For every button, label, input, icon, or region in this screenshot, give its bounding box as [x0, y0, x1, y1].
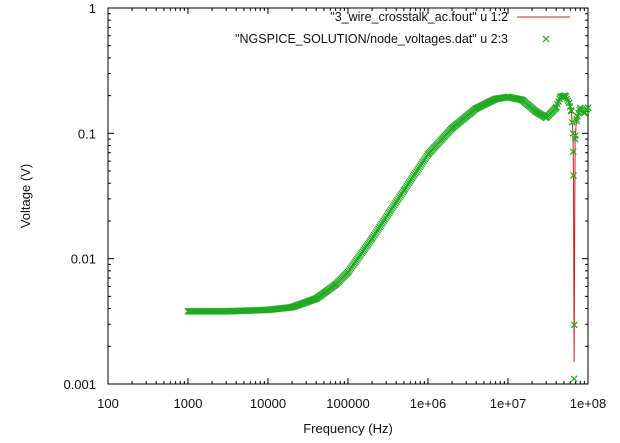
data-point [184, 307, 192, 315]
legend-label-series-2: "NGSPICE_SOLUTION/node_voltages.dat" u 2… [235, 32, 508, 46]
data-point [472, 105, 480, 112]
x-tick-label: 1e+06 [410, 396, 447, 411]
data-point [264, 306, 272, 314]
legend: "3_wire_crosstalk_ac.fout" u 1:2 "NGSPIC… [235, 10, 570, 46]
x-axis-title: Frequency (Hz) [303, 421, 393, 436]
data-point [563, 95, 571, 103]
ticks-layer: 100 1000 10000 100000 1e+06 1e+07 1e+08 0.001 0.… [63, 1, 606, 411]
x-tick-label: 10000 [250, 396, 286, 411]
data-point [542, 114, 550, 122]
y-tick-label: 0.1 [78, 126, 96, 141]
data-point [556, 93, 564, 101]
data-point [518, 96, 526, 104]
series-markers-2 [184, 92, 592, 383]
data-point [569, 148, 577, 156]
data-point [448, 124, 456, 132]
data-point [561, 92, 569, 100]
data-point [572, 117, 580, 125]
data-point [288, 303, 296, 311]
series-line-1 [188, 95, 589, 362]
data-point [580, 109, 588, 117]
data-point [312, 295, 320, 303]
legend-label-series-1: "3_wire_crosstalk_ac.fout" u 1:2 [330, 10, 508, 24]
data-point [332, 281, 340, 289]
data-point [504, 93, 512, 101]
plot-frame [107, 7, 589, 385]
data-point [344, 268, 352, 276]
y-tick-label: 0.01 [71, 252, 96, 267]
data-point [567, 107, 575, 115]
x-tick-label: 1000 [174, 396, 203, 411]
legend-marker-series-2 [542, 35, 550, 43]
x-tick-label: 1e+07 [490, 396, 527, 411]
data-point [570, 172, 577, 180]
data-point [565, 99, 573, 107]
data-point [492, 95, 500, 103]
data-point [569, 129, 577, 137]
y-axis-title: Voltage (V) [18, 164, 33, 228]
data-point [368, 235, 376, 242]
series-layer [184, 92, 592, 383]
data-point [424, 150, 432, 158]
data-point [564, 97, 572, 105]
data-point [576, 104, 584, 112]
data-point [570, 321, 578, 329]
data-point [531, 107, 539, 115]
data-point [571, 135, 579, 143]
x-tick-label: 1e+08 [570, 396, 607, 411]
data-point [570, 375, 578, 383]
data-point [222, 307, 230, 315]
y-tick-label: 1 [89, 1, 96, 16]
x-tick-label: 100000 [326, 396, 369, 411]
data-point [400, 187, 408, 194]
data-point [584, 104, 592, 112]
data-point [573, 115, 581, 123]
x-tick-label: 100 [97, 396, 119, 411]
y-tick-label: 0.001 [63, 377, 96, 392]
data-point [552, 104, 560, 112]
